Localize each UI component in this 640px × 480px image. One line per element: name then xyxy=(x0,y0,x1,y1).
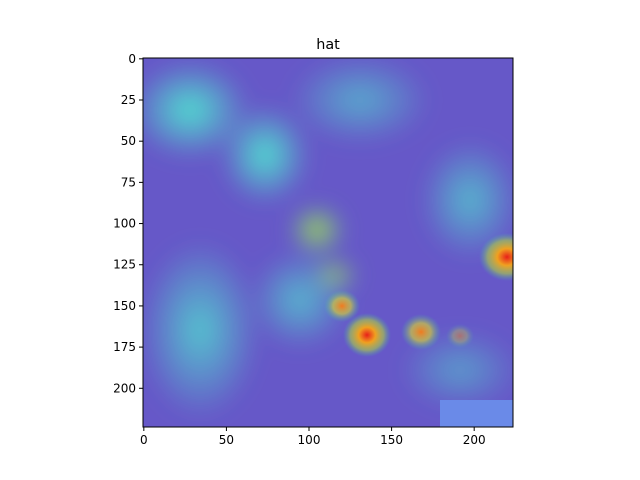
y-tick-label: 150 xyxy=(113,299,136,313)
y-tick-label: 25 xyxy=(121,93,136,107)
x-tick-label: 200 xyxy=(463,433,486,447)
x-tick-label: 50 xyxy=(219,433,234,447)
x-tick-label: 0 xyxy=(140,433,148,447)
y-tick-label: 175 xyxy=(113,340,136,354)
y-tick-label: 125 xyxy=(113,258,136,272)
y-tick-label: 200 xyxy=(113,381,136,395)
y-tick-label: 50 xyxy=(121,134,136,148)
y-tick-label: 0 xyxy=(128,52,136,66)
x-tick-label: 150 xyxy=(380,433,403,447)
x-tick-label: 100 xyxy=(298,433,321,447)
chart-title: hat xyxy=(316,37,340,53)
heatmap-image xyxy=(143,58,513,427)
y-tick-label: 100 xyxy=(113,217,136,231)
y-tick-label: 75 xyxy=(121,175,136,189)
axes-frame xyxy=(142,57,514,428)
